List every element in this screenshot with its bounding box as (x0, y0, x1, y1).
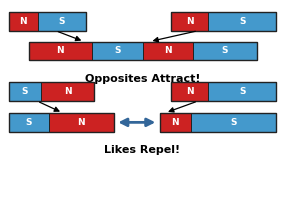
Text: Opposites Attract!: Opposites Attract! (85, 74, 200, 84)
Text: N: N (78, 118, 85, 127)
Bar (41, 82, 94, 101)
Text: N: N (186, 17, 193, 26)
Bar (28, 42, 92, 60)
Bar (49, 113, 114, 132)
Bar (193, 42, 256, 60)
Bar (171, 12, 208, 31)
Text: S: S (221, 47, 228, 55)
Text: N: N (57, 47, 64, 55)
Text: N: N (164, 47, 171, 55)
Text: S: S (114, 47, 121, 55)
Bar (171, 82, 208, 101)
Bar (9, 12, 38, 31)
Bar (208, 12, 276, 31)
Bar (9, 113, 49, 132)
Bar (9, 82, 94, 101)
Bar (160, 113, 276, 132)
Text: S: S (58, 17, 65, 26)
Bar (160, 113, 191, 132)
Bar (9, 12, 86, 31)
Bar (28, 42, 256, 60)
Bar (142, 42, 193, 60)
Bar (9, 113, 114, 132)
Bar (9, 82, 41, 101)
Bar (171, 82, 276, 101)
Text: N: N (172, 118, 179, 127)
Text: S: S (239, 17, 245, 26)
Text: S: S (231, 118, 237, 127)
Text: Likes Repel!: Likes Repel! (104, 145, 181, 155)
Text: N: N (186, 87, 193, 96)
Text: S: S (25, 118, 32, 127)
Bar (191, 113, 276, 132)
Bar (38, 12, 86, 31)
Text: S: S (22, 87, 28, 96)
Text: N: N (19, 17, 27, 26)
Bar (92, 42, 142, 60)
Bar (208, 82, 276, 101)
Text: S: S (239, 87, 245, 96)
Text: N: N (64, 87, 71, 96)
Bar (171, 12, 276, 31)
